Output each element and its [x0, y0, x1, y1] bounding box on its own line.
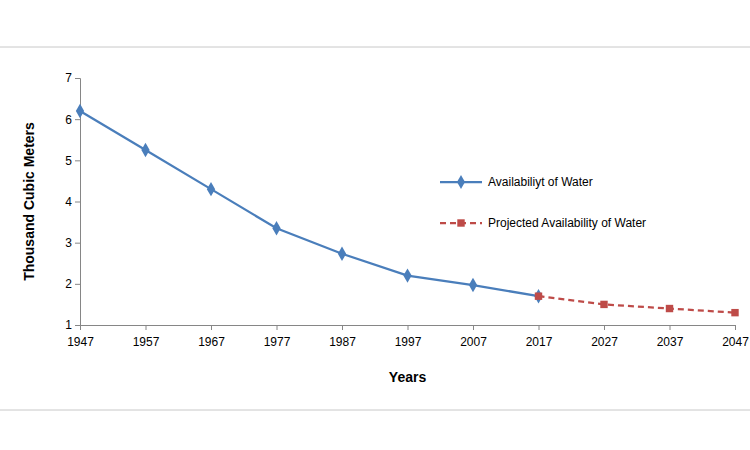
x-tick-label: 1957: [133, 335, 160, 349]
y-tick-mark: [75, 119, 80, 120]
series-marker: [403, 268, 411, 282]
x-tick-mark: [604, 325, 605, 330]
x-tick-mark: [80, 325, 81, 330]
series-marker: [469, 278, 477, 292]
series-marker: [338, 247, 346, 261]
y-tick-label: 2: [65, 277, 72, 291]
y-tick: 4: [65, 195, 80, 209]
y-tick-label: 3: [65, 236, 72, 250]
x-tick-mark: [735, 325, 736, 330]
x-tick: 2017: [526, 325, 553, 349]
x-tick: 2007: [460, 325, 487, 349]
plot-marks: [76, 104, 739, 317]
x-tick-mark: [146, 325, 147, 330]
series-marker: [76, 104, 84, 118]
chart: 1 2 3 4 5 6 7 1947 1957 1967 1977 1987 1997 2007 2017 2…: [0, 0, 750, 450]
x-axis-title: Years: [389, 369, 427, 385]
x-axis-line: [81, 326, 736, 331]
y-tick: 5: [65, 154, 80, 168]
x-tick-label: 1977: [264, 335, 291, 349]
y-tick: 1: [65, 318, 80, 332]
series-marker: [535, 292, 542, 299]
legend-label: Projected Availability of Water: [488, 216, 646, 230]
series-line: [539, 296, 736, 312]
x-tick-label: 1997: [395, 335, 422, 349]
series-marker: [731, 309, 738, 316]
y-tick-mark: [75, 160, 80, 161]
y-tick-mark: [75, 202, 80, 203]
frame-line: [0, 410, 750, 411]
y-tick-mark: [75, 78, 80, 79]
x-tick-label: 2027: [591, 335, 618, 349]
legend-marker: [457, 175, 465, 189]
y-tick: 3: [65, 236, 80, 250]
series-marker: [272, 221, 280, 235]
x-axis: 1947 1957 1967 1977 1987 1997 2007 2017 2027 2037…: [67, 325, 749, 349]
x-tick-mark: [211, 325, 212, 330]
frame-line: [0, 47, 750, 48]
x-tick-label: 1987: [329, 335, 356, 349]
x-tick-label: 1967: [198, 335, 225, 349]
x-tick: 1957: [133, 325, 160, 349]
y-tick-mark: [75, 284, 80, 285]
x-tick-mark: [670, 325, 671, 330]
legend: Availabiliyt of Water Projected Availabil…: [440, 175, 646, 230]
y-tick: 6: [65, 113, 80, 127]
series-marker: [534, 289, 542, 303]
series-line: [80, 111, 539, 296]
y-axis-title: Thousand Cubic Meters: [21, 122, 37, 281]
y-tick-label: 5: [65, 154, 72, 168]
x-tick: 2027: [591, 325, 618, 349]
y-tick-label: 1: [65, 318, 72, 332]
x-tick-label: 1947: [67, 335, 94, 349]
x-tick-label: 2047: [722, 335, 749, 349]
series-marker: [141, 143, 149, 157]
x-tick-label: 2017: [526, 335, 553, 349]
x-tick-mark: [408, 325, 409, 330]
series-marker: [207, 182, 215, 196]
x-tick-label: 2037: [657, 335, 684, 349]
y-tick: 7: [65, 71, 80, 85]
x-tick-mark: [473, 325, 474, 330]
legend-label: Availabiliyt of Water: [488, 175, 593, 189]
y-tick-label: 7: [65, 71, 72, 85]
y-tick-label: 4: [65, 195, 72, 209]
series-marker: [600, 301, 607, 308]
y-tick-mark: [75, 325, 80, 326]
x-tick-mark: [539, 325, 540, 330]
y-tick-label: 6: [65, 113, 72, 127]
y-tick: 2: [65, 277, 80, 291]
legend-marker: [457, 219, 464, 226]
x-tick: 1947: [67, 325, 94, 349]
y-tick-mark: [75, 243, 80, 244]
series-marker: [666, 305, 673, 312]
x-tick-mark: [277, 325, 278, 330]
x-tick: 1967: [198, 325, 225, 349]
x-tick: 1977: [264, 325, 291, 349]
x-tick: 2047: [722, 325, 749, 349]
x-tick: 2037: [657, 325, 684, 349]
x-tick-mark: [342, 325, 343, 330]
x-tick: 1997: [395, 325, 422, 349]
x-tick: 1987: [329, 325, 356, 349]
x-tick-label: 2007: [460, 335, 487, 349]
